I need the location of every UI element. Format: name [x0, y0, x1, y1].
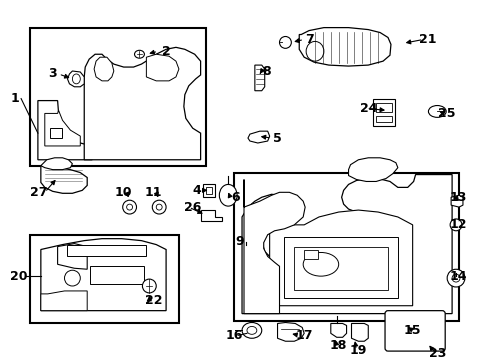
Text: 9: 9 — [235, 235, 244, 248]
Polygon shape — [45, 111, 80, 146]
Polygon shape — [94, 57, 114, 81]
Polygon shape — [299, 28, 390, 66]
Ellipse shape — [449, 219, 461, 231]
Ellipse shape — [427, 105, 445, 117]
Bar — [294, 247, 387, 290]
Text: 27: 27 — [30, 186, 47, 199]
Ellipse shape — [134, 50, 144, 58]
Text: 6: 6 — [230, 191, 239, 204]
Bar — [50, 128, 61, 138]
Polygon shape — [41, 239, 166, 311]
Polygon shape — [38, 100, 92, 160]
Text: 13: 13 — [448, 191, 466, 204]
Bar — [234, 172, 458, 320]
Text: 22: 22 — [144, 294, 162, 307]
Bar — [375, 103, 391, 112]
Polygon shape — [200, 210, 222, 221]
Ellipse shape — [64, 270, 80, 286]
Ellipse shape — [122, 200, 136, 214]
FancyBboxPatch shape — [384, 311, 444, 351]
Polygon shape — [269, 210, 412, 306]
Text: 16: 16 — [225, 329, 243, 342]
Bar — [90, 266, 144, 284]
Polygon shape — [41, 166, 87, 193]
Bar — [30, 235, 179, 324]
Text: 2: 2 — [162, 45, 170, 58]
Bar — [30, 28, 205, 166]
Text: 4: 4 — [192, 184, 201, 197]
Text: 1: 1 — [11, 92, 20, 105]
Text: 15: 15 — [403, 324, 421, 337]
Text: 24: 24 — [359, 102, 376, 115]
Ellipse shape — [142, 279, 156, 293]
Text: 7: 7 — [304, 33, 313, 46]
Polygon shape — [146, 54, 179, 81]
Text: 25: 25 — [438, 107, 455, 120]
Polygon shape — [254, 65, 264, 91]
Ellipse shape — [72, 74, 80, 84]
Bar — [67, 244, 146, 256]
Polygon shape — [277, 323, 304, 341]
Bar — [372, 99, 394, 126]
Polygon shape — [244, 180, 305, 314]
Polygon shape — [247, 131, 269, 143]
Ellipse shape — [305, 41, 323, 61]
Polygon shape — [242, 175, 451, 314]
Ellipse shape — [303, 252, 338, 276]
Ellipse shape — [451, 274, 459, 282]
Ellipse shape — [446, 269, 464, 287]
Polygon shape — [450, 195, 462, 207]
Text: 11: 11 — [144, 186, 162, 199]
Polygon shape — [67, 71, 84, 87]
Polygon shape — [351, 324, 367, 341]
Polygon shape — [41, 291, 87, 311]
Text: 17: 17 — [295, 329, 312, 342]
Text: 10: 10 — [115, 186, 132, 199]
Text: 23: 23 — [428, 347, 445, 360]
Polygon shape — [58, 244, 87, 269]
Ellipse shape — [219, 184, 237, 206]
Polygon shape — [330, 324, 346, 337]
Polygon shape — [348, 158, 397, 181]
Ellipse shape — [242, 323, 261, 338]
Bar — [304, 249, 317, 259]
Text: 19: 19 — [349, 343, 366, 357]
Text: 8: 8 — [262, 64, 270, 77]
Text: 26: 26 — [183, 201, 201, 213]
Text: 5: 5 — [273, 131, 282, 145]
Ellipse shape — [279, 36, 291, 48]
Text: 14: 14 — [448, 270, 466, 283]
Text: 21: 21 — [418, 33, 435, 46]
Polygon shape — [84, 47, 200, 160]
Text: 18: 18 — [329, 339, 346, 352]
Ellipse shape — [152, 200, 166, 214]
Polygon shape — [41, 158, 72, 170]
Text: 12: 12 — [448, 219, 466, 231]
Bar — [202, 184, 215, 197]
Bar — [284, 237, 397, 298]
Ellipse shape — [156, 204, 162, 210]
Text: 3: 3 — [48, 67, 57, 81]
Ellipse shape — [126, 204, 132, 210]
Text: 20: 20 — [10, 270, 28, 283]
Ellipse shape — [246, 327, 256, 334]
Bar — [375, 116, 391, 122]
Bar — [205, 188, 212, 194]
